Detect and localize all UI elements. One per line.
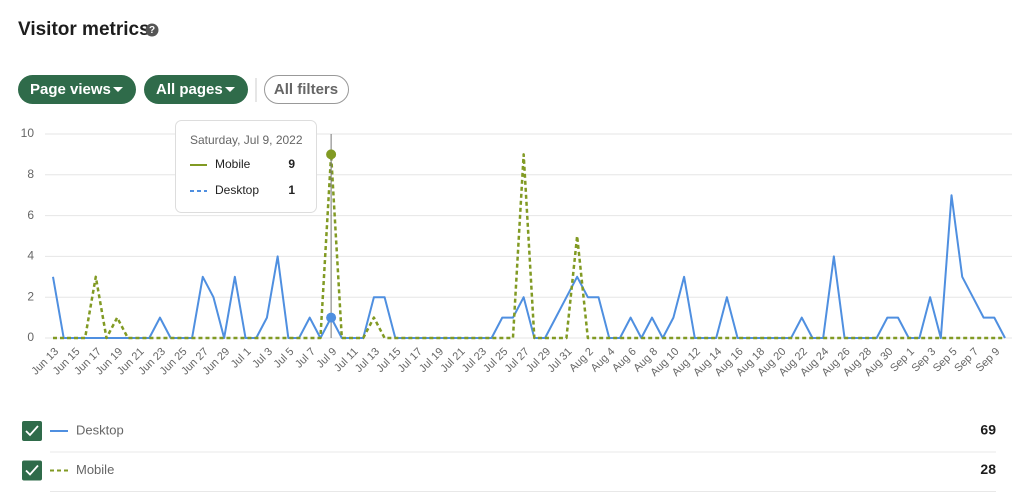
series-line — [53, 153, 1005, 340]
help-icon[interactable]: ? — [145, 23, 159, 37]
tooltip-box — [175, 120, 317, 213]
y-tick-label: 0 — [27, 330, 34, 344]
y-tick-label: 6 — [27, 208, 34, 222]
filter-label: All filters — [274, 81, 338, 98]
hover-point — [326, 149, 337, 160]
x-tick-label: Sep 9 — [974, 346, 1003, 375]
filter-all-pages[interactable]: All pages — [144, 75, 248, 104]
filter-label: All pages — [156, 81, 223, 98]
tooltip-series-name: Desktop — [215, 183, 259, 197]
legend-checkbox[interactable] — [22, 460, 42, 481]
x-tick-label: Jul 3 — [250, 346, 275, 371]
tooltip: Saturday, Jul 9, 2022 Mobile 9 Desktop 1 — [175, 120, 317, 213]
checkbox-check — [25, 464, 39, 476]
checkbox-check — [25, 425, 39, 437]
legend-label: Mobile — [76, 462, 114, 477]
legend-label: Desktop — [76, 422, 124, 437]
legend-checkbox[interactable] — [22, 421, 42, 441]
page-title: Visitor metrics — [18, 19, 150, 40]
y-tick-label: 10 — [21, 126, 35, 140]
x-tick-label: Jul 5 — [272, 346, 297, 371]
tooltip-value: 9 — [288, 157, 295, 171]
x-tick-label: Jul 31 — [545, 346, 574, 375]
y-tick-label: 4 — [27, 249, 34, 263]
svg-text:?: ? — [149, 25, 155, 36]
hover-point — [326, 312, 337, 323]
legend-total: 28 — [980, 461, 996, 477]
tooltip-title: Saturday, Jul 9, 2022 — [190, 133, 303, 147]
filter-label: Page views — [30, 81, 111, 98]
x-tick-label: Jul 7 — [293, 346, 318, 371]
checkbox-box — [22, 460, 42, 481]
tooltip-value: 1 — [288, 183, 295, 197]
filter-all-filters[interactable]: All filters — [264, 75, 349, 104]
checkbox-box — [22, 421, 42, 441]
tooltip-series-name: Mobile — [215, 157, 251, 171]
legend-total: 69 — [980, 422, 996, 438]
x-tick-label: Jul 1 — [229, 346, 254, 371]
filter-page-views[interactable]: Page views — [18, 75, 136, 104]
y-tick-label: 2 — [27, 289, 34, 303]
y-tick-label: 8 — [27, 167, 34, 181]
